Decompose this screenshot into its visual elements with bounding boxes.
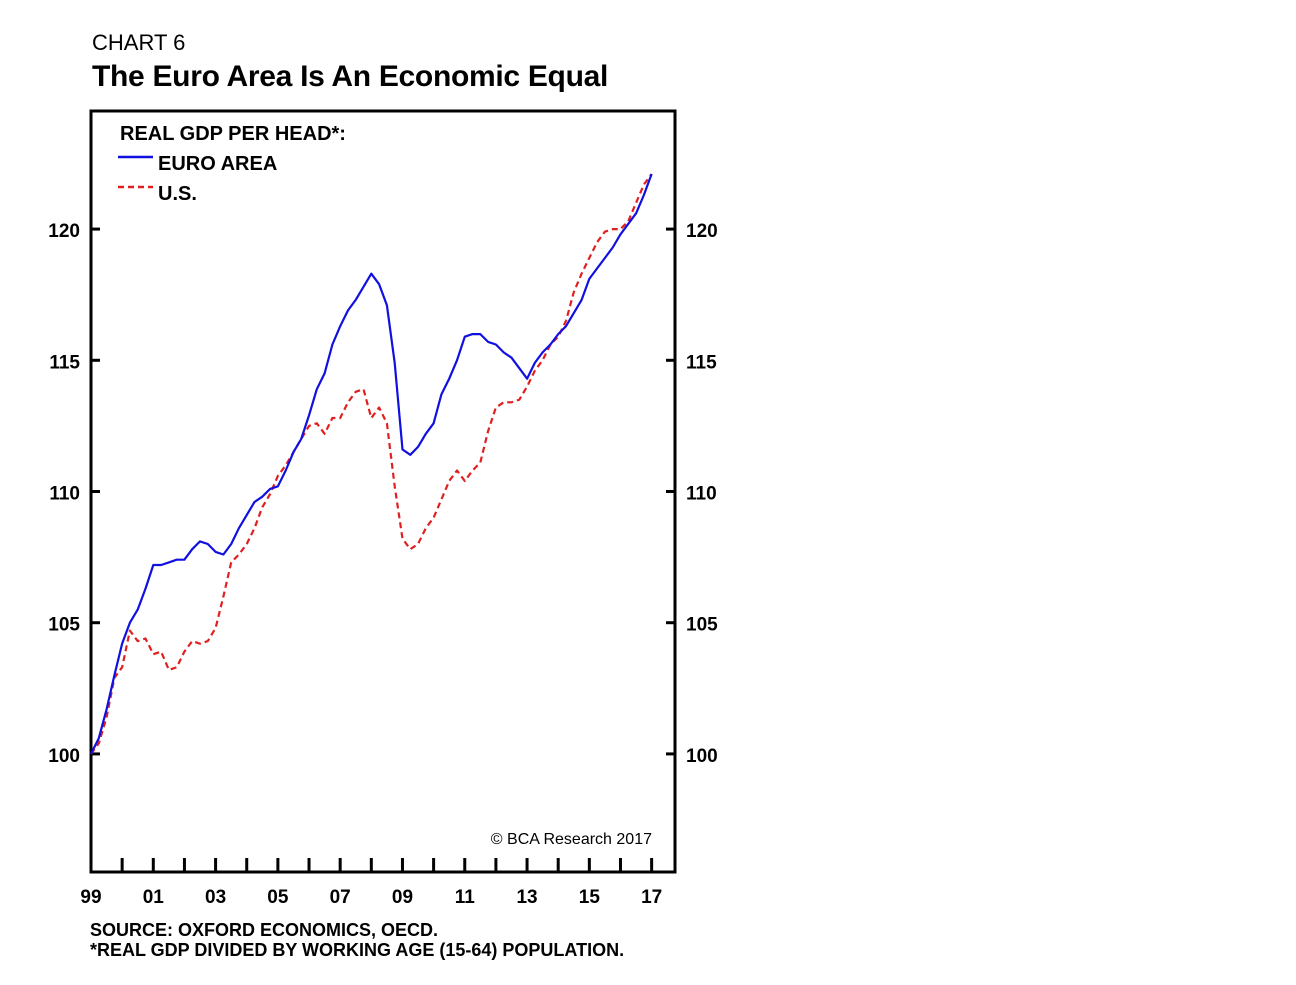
x-tick-label-15: 15	[579, 887, 601, 908]
series-line-us	[90, 173, 653, 755]
source-note: SOURCE: OXFORD ECONOMICS, OECD.	[90, 920, 439, 940]
y-tick-label-left-105: 105	[48, 615, 80, 636]
x-tick-label-01: 01	[143, 887, 165, 908]
chart-number: CHART 6	[92, 30, 186, 55]
plot-frame	[89, 109, 677, 874]
y-tick-label-right-105: 105	[686, 615, 718, 636]
x-axis: 99 01 03 05 07 09 11 13 15 17	[80, 858, 662, 908]
legend-label-euro-area: EURO AREA	[158, 153, 277, 175]
legend-label-us: U.S.	[158, 183, 197, 205]
x-tick-label-07: 07	[330, 887, 351, 908]
y-tick-label-right-120: 120	[686, 221, 718, 242]
x-tick-label-05: 05	[267, 887, 289, 908]
y-tick-label-left-115: 115	[49, 352, 80, 373]
definition-note: *REAL GDP DIVIDED BY WORKING AGE (15-64)…	[90, 940, 625, 960]
series-line-euro-area	[90, 173, 653, 755]
y-axis-left: 100 105 110 115 120	[48, 221, 100, 767]
y-tick-label-right-100: 100	[686, 746, 718, 767]
y-tick-label-left-100: 100	[48, 746, 80, 767]
footnotes: SOURCE: OXFORD ECONOMICS, OECD. *REAL GD…	[90, 920, 624, 960]
chart-title: The Euro Area Is An Economic Equal	[92, 60, 609, 93]
x-tick-label-11: 11	[455, 887, 476, 908]
legend-title: REAL GDP PER HEAD*:	[120, 123, 346, 145]
x-tick-label-99: 99	[80, 887, 101, 908]
x-tick-label-09: 09	[392, 887, 413, 908]
series-layer	[90, 173, 653, 755]
x-tick-label-17: 17	[641, 887, 662, 908]
x-tick-label-13: 13	[516, 887, 537, 908]
y-tick-label-left-120: 120	[48, 221, 80, 242]
y-tick-label-right-110: 110	[686, 484, 717, 505]
copyright-credit: © BCA Research 2017	[491, 831, 652, 848]
y-axis-right: 100 105 110 115 120	[666, 221, 718, 767]
x-tick-label-03: 03	[205, 887, 226, 908]
y-tick-label-right-115: 115	[686, 352, 717, 373]
y-tick-label-left-110: 110	[49, 484, 80, 505]
